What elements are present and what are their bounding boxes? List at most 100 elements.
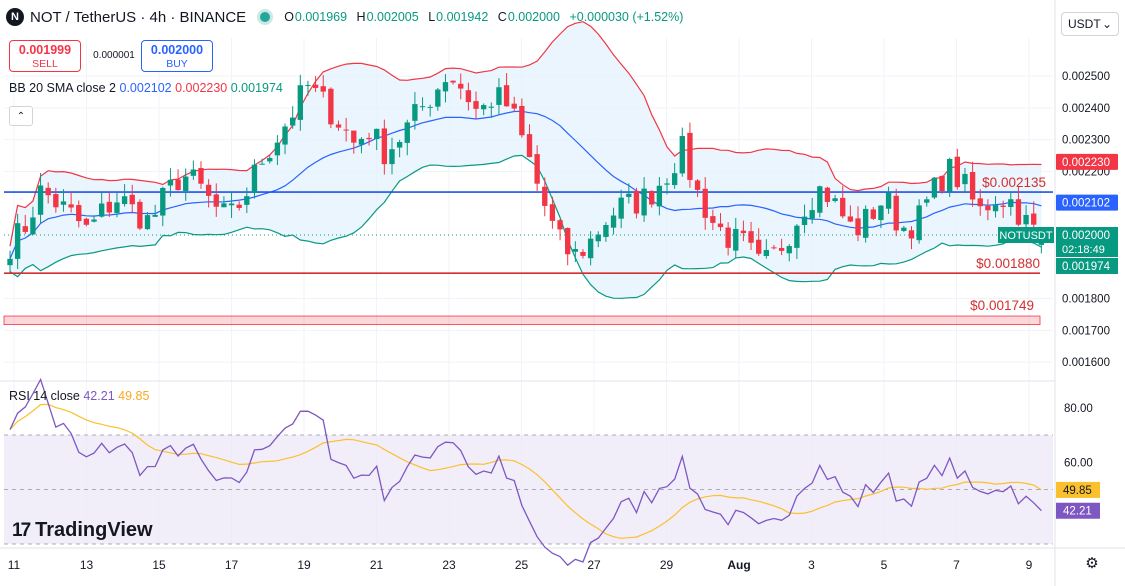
sell-button[interactable]: 0.001999 SELL — [9, 40, 81, 72]
ohlc-close-key: C — [497, 10, 507, 24]
price-axis-tick: 0.001600 — [1062, 357, 1110, 369]
rsi-legend[interactable]: RSI 14 close 42.21 49.85 — [9, 389, 149, 403]
candle-body — [289, 117, 296, 126]
rsi-ma-tag: 49.85 — [1063, 485, 1092, 497]
time-axis-tick: 23 — [442, 558, 456, 572]
candle-body — [282, 126, 288, 145]
candle-body — [496, 87, 502, 105]
candle-body — [259, 163, 265, 165]
candle-body — [694, 180, 701, 190]
candle-body — [267, 158, 273, 162]
countdown-tag: 02:18:49 — [1062, 244, 1105, 256]
candle-body — [587, 238, 594, 259]
candle-body — [778, 247, 785, 251]
candle-body — [228, 203, 235, 206]
bb-basis-value: 0.002102 — [119, 81, 172, 95]
ohlc-low-key: L — [428, 10, 436, 24]
candle-body — [924, 199, 930, 203]
time-axis-tick: 19 — [297, 558, 311, 572]
candle-body — [763, 250, 770, 257]
gear-icon[interactable]: ⚙ — [1085, 555, 1099, 572]
rsi-line — [9, 377, 1042, 567]
rsi-ma-line — [9, 403, 1042, 539]
candle-body — [595, 234, 601, 242]
tradingview-text: TradingView — [35, 519, 153, 541]
candle-body — [450, 80, 456, 83]
candles — [7, 73, 1045, 273]
not-coin-logo-icon: N — [6, 8, 24, 26]
candle-body — [985, 205, 991, 211]
candle-body — [649, 190, 655, 205]
candle-body — [106, 201, 112, 213]
sell-price: 0.001999 — [18, 43, 72, 57]
candle-body — [244, 196, 250, 205]
bb-lower-line — [9, 154, 1042, 299]
candle-body — [549, 204, 556, 221]
candle-body — [908, 230, 915, 239]
candle-body — [557, 220, 563, 230]
bb-legend-label: BB 20 SMA close 2 — [9, 81, 117, 95]
candle-body — [542, 186, 548, 206]
candle-body — [190, 169, 197, 176]
candle-body — [656, 185, 663, 207]
candle-body — [465, 90, 472, 103]
bb-legend[interactable]: BB 20 SMA close 2 0.002102 0.002230 0.00… — [9, 81, 283, 95]
candle-body — [916, 205, 922, 241]
time-axis-tick: 9 — [1026, 558, 1033, 572]
ohlc-open: 0.001969 — [294, 10, 348, 24]
tradingview-watermark[interactable]: 17 TradingView — [12, 519, 153, 542]
bb-upper-line — [9, 21, 1042, 247]
candle-body — [374, 128, 380, 140]
candle-body — [725, 227, 731, 248]
candle-body — [786, 246, 792, 254]
rsi-ma-legend-value: 49.85 — [118, 389, 150, 403]
candle-body — [167, 179, 174, 186]
candle-body — [22, 226, 28, 232]
resistance-label: $0.002135 — [982, 175, 1046, 190]
candle-body — [236, 204, 242, 208]
candle-body — [358, 138, 365, 145]
candle-body — [534, 154, 540, 184]
candle-body — [847, 216, 854, 222]
candle-body — [60, 201, 67, 205]
bb-lower-value: 0.001974 — [230, 81, 283, 95]
time-axis-tick: 13 — [80, 558, 94, 572]
bb-lower-tag-bg — [1056, 258, 1118, 275]
candle-body — [519, 105, 525, 136]
candle-body — [893, 195, 899, 231]
candle-body — [862, 208, 869, 238]
buy-label: BUY — [166, 58, 188, 70]
candle-body — [840, 197, 846, 217]
candle-body — [832, 198, 838, 202]
price-axis-tick: 0.002500 — [1062, 71, 1110, 83]
buy-button[interactable]: 0.002000 BUY — [141, 40, 213, 72]
candle-body — [427, 106, 433, 108]
time-axis-tick: 5 — [881, 558, 888, 572]
candle-body — [473, 101, 479, 109]
bb-upper-value: 0.002230 — [175, 81, 228, 95]
candle-body — [144, 215, 151, 230]
candle-body — [641, 188, 647, 216]
candle-body — [328, 88, 334, 125]
candle-body — [740, 230, 747, 234]
candle-body — [870, 209, 876, 219]
candle-body — [878, 205, 884, 221]
time-axis-tick: 25 — [515, 558, 529, 572]
candle-body — [305, 85, 311, 87]
candle-body — [351, 130, 357, 143]
candle-body — [931, 177, 938, 198]
candle-body — [343, 129, 349, 131]
candle-body — [885, 192, 892, 209]
candle-body — [274, 142, 281, 156]
candle-body — [297, 85, 303, 120]
candle-body — [198, 168, 204, 184]
candle-body — [801, 216, 808, 226]
candle-body — [717, 223, 724, 228]
bb-upper-tag: 0.002230 — [1062, 157, 1110, 169]
currency-selector[interactable]: USDT ⌄ — [1061, 12, 1119, 36]
collapse-legend-button[interactable]: ⌃ — [9, 106, 33, 126]
symbol-title[interactable]: NOT / TetherUS · 4h · BINANCE — [30, 8, 247, 26]
candle-body — [14, 223, 21, 259]
candle-body — [939, 175, 945, 192]
